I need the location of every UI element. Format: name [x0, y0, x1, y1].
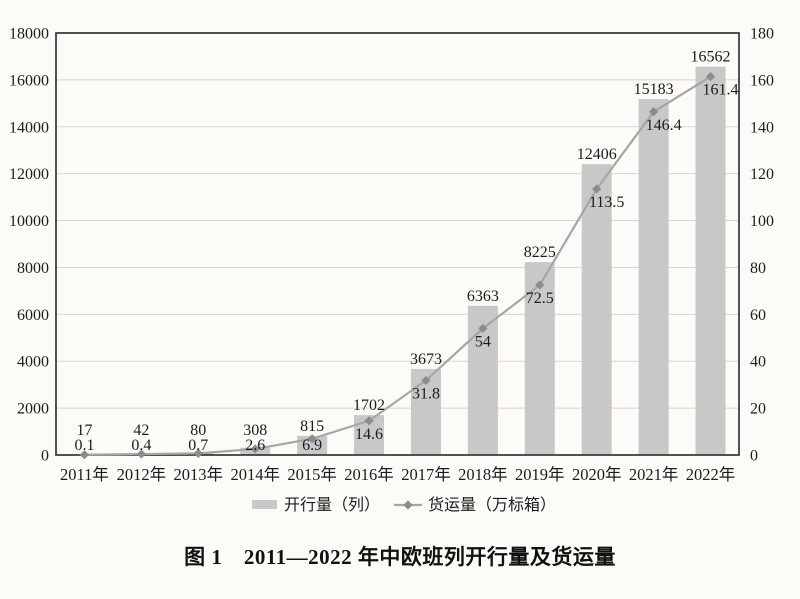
- x-axis-label: 2022年: [686, 465, 736, 484]
- right-axis-tick: 160: [750, 72, 774, 89]
- marker-2022年: [705, 72, 716, 82]
- marker-2012年: [136, 449, 146, 459]
- right-axis-tick: 120: [750, 166, 774, 183]
- bar-value-label: 308: [243, 422, 267, 439]
- plot-border: [55, 32, 740, 456]
- left-axis-tick: 10000: [9, 213, 49, 230]
- bar-value-label: 16562: [691, 49, 731, 66]
- bar-value-label: 6363: [467, 288, 499, 305]
- line-value-label: 6.9: [302, 437, 322, 454]
- left-axis-tick: 2000: [17, 401, 49, 418]
- bar-2021年: [638, 99, 669, 455]
- legend-bar-swatch: [252, 500, 277, 509]
- line-value-label: 146.4: [646, 117, 682, 134]
- legend-line-marker: [403, 500, 413, 510]
- right-axis-tick: 40: [750, 354, 766, 371]
- marker-2021年: [649, 107, 659, 117]
- line-value-label: 0.7: [188, 437, 208, 454]
- line-value-label: 2.6: [245, 437, 265, 454]
- left-axis-tick: 4000: [17, 354, 49, 371]
- figure-caption: 图 1 2011—2022 年中欧班列开行量及货运量: [184, 545, 616, 569]
- bar-value-label: 1702: [353, 397, 385, 414]
- bar-value-label: 42: [133, 422, 149, 439]
- x-axis-label: 2015年: [287, 465, 337, 484]
- marker-2017年: [421, 375, 431, 386]
- left-axis-tick: 8000: [17, 260, 49, 277]
- line-value-label: 0.4: [131, 437, 151, 454]
- x-axis-label: 2012年: [117, 465, 167, 484]
- legend-line-label: 货运量（万标箱）: [428, 496, 556, 514]
- left-axis-tick: 18000: [9, 26, 49, 43]
- x-axis-label: 2016年: [344, 465, 394, 484]
- x-axis-label: 2011年: [60, 465, 109, 484]
- bar-value-label: 3673: [410, 351, 442, 368]
- left-axis-tick: 12000: [9, 166, 49, 183]
- right-axis-tick: 60: [750, 307, 766, 324]
- marker-2020年: [592, 184, 602, 194]
- marker-2016年: [364, 416, 374, 426]
- right-axis-tick: 100: [750, 213, 774, 230]
- right-axis-tick: 180: [750, 26, 774, 43]
- bar-2020年: [581, 164, 612, 455]
- marker-2018年: [478, 323, 488, 333]
- left-axis-tick: 6000: [17, 307, 49, 324]
- left-axis-tick: 16000: [9, 72, 49, 89]
- right-axis-tick: 80: [750, 260, 766, 277]
- bar-value-label: 17: [76, 422, 92, 439]
- bar-value-label: 15183: [634, 81, 674, 98]
- x-axis-label: 2021年: [629, 465, 679, 484]
- right-axis-tick: 0: [750, 448, 758, 465]
- line-value-label: 14.6: [355, 426, 383, 443]
- bar-value-label: 12406: [577, 146, 617, 163]
- marker-2019年: [535, 280, 545, 290]
- legend-bar-label: 开行量（列）: [284, 496, 380, 514]
- line-value-label: 72.5: [526, 290, 554, 307]
- x-axis-label: 2018年: [458, 465, 508, 484]
- x-axis-label: 2020年: [572, 465, 622, 484]
- line-value-label: 0.1: [74, 437, 94, 454]
- line-value-label: 161.4: [703, 82, 739, 99]
- marker-2015年: [307, 434, 317, 444]
- line-value-label: 54: [475, 333, 491, 350]
- bar-2022年: [695, 66, 726, 456]
- line-value-label: 113.5: [589, 194, 624, 211]
- marker-2014年: [250, 444, 260, 454]
- line-series: [84, 75, 712, 456]
- x-axis-label: 2014年: [230, 465, 280, 484]
- x-axis-label: 2017年: [401, 465, 451, 484]
- left-axis-tick: 0: [41, 448, 49, 465]
- bar-value-label: 80: [190, 422, 206, 439]
- bar-value-label: 8225: [524, 244, 556, 261]
- marker-2011年: [79, 450, 90, 460]
- x-axis-label: 2013年: [174, 465, 224, 484]
- bar-2019年: [524, 262, 555, 455]
- right-axis-tick: 140: [750, 119, 774, 136]
- marker-2013年: [193, 448, 203, 458]
- right-axis-tick: 20: [750, 401, 766, 418]
- left-axis-tick: 14000: [9, 119, 49, 136]
- bar-value-label: 815: [300, 418, 324, 435]
- line-value-label: 31.8: [412, 385, 440, 402]
- x-axis-label: 2019年: [515, 465, 565, 484]
